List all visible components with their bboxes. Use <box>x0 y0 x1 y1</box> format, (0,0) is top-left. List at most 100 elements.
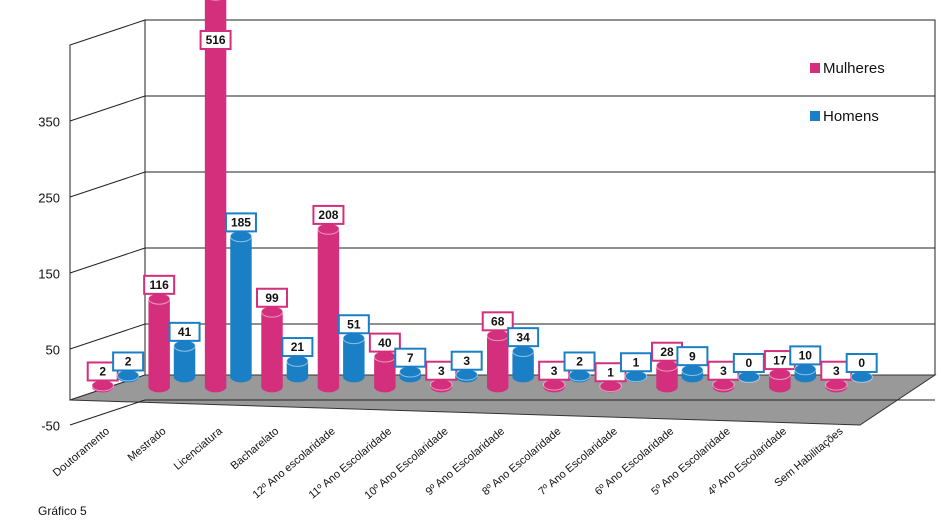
bar-top <box>486 329 509 342</box>
value-label: 185 <box>231 216 251 230</box>
value-label-box <box>619 352 652 373</box>
value-label: 21 <box>291 340 305 354</box>
value-label: 7 <box>407 351 414 365</box>
value-label-box <box>676 346 709 367</box>
bar-top <box>655 359 679 372</box>
bar-top <box>173 339 196 352</box>
value-label: 1 <box>607 365 614 379</box>
value-label: 17 <box>773 353 787 367</box>
legend-swatch <box>810 63 820 73</box>
x-tick-label: Mestrado <box>126 425 169 464</box>
bar-top <box>116 369 140 382</box>
bar <box>317 228 340 387</box>
value-label-box <box>337 314 370 335</box>
value-label: 0 <box>858 356 865 370</box>
bar-top <box>373 350 397 363</box>
bar <box>374 356 396 387</box>
bar-top <box>430 378 453 391</box>
bar <box>230 236 252 377</box>
bar-base <box>230 371 252 383</box>
bar-top <box>455 368 478 381</box>
value-label: 116 <box>149 278 169 292</box>
y-tick-label: 350 <box>38 114 60 129</box>
value-label-box <box>199 30 232 50</box>
y-tick-label: 250 <box>38 190 60 205</box>
bar <box>204 0 227 388</box>
bar-base <box>286 371 309 383</box>
value-label-box <box>845 353 878 373</box>
value-label: 2 <box>125 355 132 369</box>
bar-base <box>769 381 791 393</box>
value-label: 28 <box>660 345 674 359</box>
bar-top <box>681 364 704 377</box>
x-tick-label: Bacharelato <box>229 425 282 472</box>
value-label: 1 <box>633 355 640 369</box>
bar-top <box>147 292 171 305</box>
bar-top <box>91 379 114 392</box>
bar <box>512 351 534 377</box>
value-label: 3 <box>463 354 470 368</box>
bar-base <box>487 381 509 393</box>
y-tick-label: 150 <box>38 266 60 281</box>
value-label-box <box>507 327 540 348</box>
bar-top <box>568 369 591 382</box>
value-label: 3 <box>720 364 727 378</box>
y-tick-label: 50 <box>46 342 60 357</box>
grid-line <box>69 399 146 426</box>
value-label-box <box>143 274 176 295</box>
bar-base <box>343 371 365 383</box>
legend-label: Homens <box>823 108 879 125</box>
side-wall <box>69 19 146 401</box>
y-tick-label: -50 <box>41 418 60 433</box>
legend-swatch <box>810 111 820 121</box>
value-label-box <box>789 345 822 366</box>
value-label-box <box>168 321 201 342</box>
value-label: 0 <box>745 356 752 370</box>
value-label: 68 <box>491 314 505 328</box>
value-label-box <box>312 204 345 225</box>
bar <box>487 335 509 387</box>
value-label: 3 <box>833 364 840 378</box>
bar-top <box>260 305 284 318</box>
bar-base <box>317 381 340 393</box>
bar-base <box>148 381 170 393</box>
value-label-box <box>732 353 765 373</box>
value-label: 10 <box>799 349 813 363</box>
value-label: 9 <box>689 349 696 363</box>
bar-top <box>712 378 735 391</box>
x-tick-label: Licenciatura <box>172 425 226 473</box>
value-label: 2 <box>99 365 106 379</box>
legend-label: Mulheres <box>823 60 885 77</box>
value-label-box <box>563 351 596 372</box>
value-label: 34 <box>516 330 530 344</box>
bar-top <box>850 371 873 383</box>
value-label-box <box>481 311 514 332</box>
value-label: 3 <box>438 364 445 378</box>
value-label: 208 <box>318 208 338 222</box>
bar <box>656 365 678 387</box>
value-label-box <box>112 351 145 372</box>
value-label-box <box>368 332 401 353</box>
grid-line <box>69 247 146 274</box>
value-label-box <box>281 337 314 358</box>
bar-top <box>511 345 535 358</box>
bar-top <box>768 368 792 380</box>
value-label-box <box>394 347 427 368</box>
bar-top <box>229 230 253 243</box>
value-label: 41 <box>178 325 192 339</box>
bar-top <box>286 355 309 367</box>
bar <box>343 338 365 377</box>
x-tick-label: Doutoramento <box>51 425 112 479</box>
bar-top <box>342 332 366 345</box>
bar-top <box>399 365 422 378</box>
value-label: 99 <box>265 291 279 305</box>
value-label-box <box>224 212 257 233</box>
bar-base <box>656 381 678 393</box>
bar-base <box>173 371 196 383</box>
value-label-box <box>450 350 483 371</box>
caption: Gráfico 5 <box>38 504 87 518</box>
bar-top <box>794 363 817 376</box>
value-label: 2 <box>576 355 583 369</box>
grid-line <box>69 323 146 350</box>
